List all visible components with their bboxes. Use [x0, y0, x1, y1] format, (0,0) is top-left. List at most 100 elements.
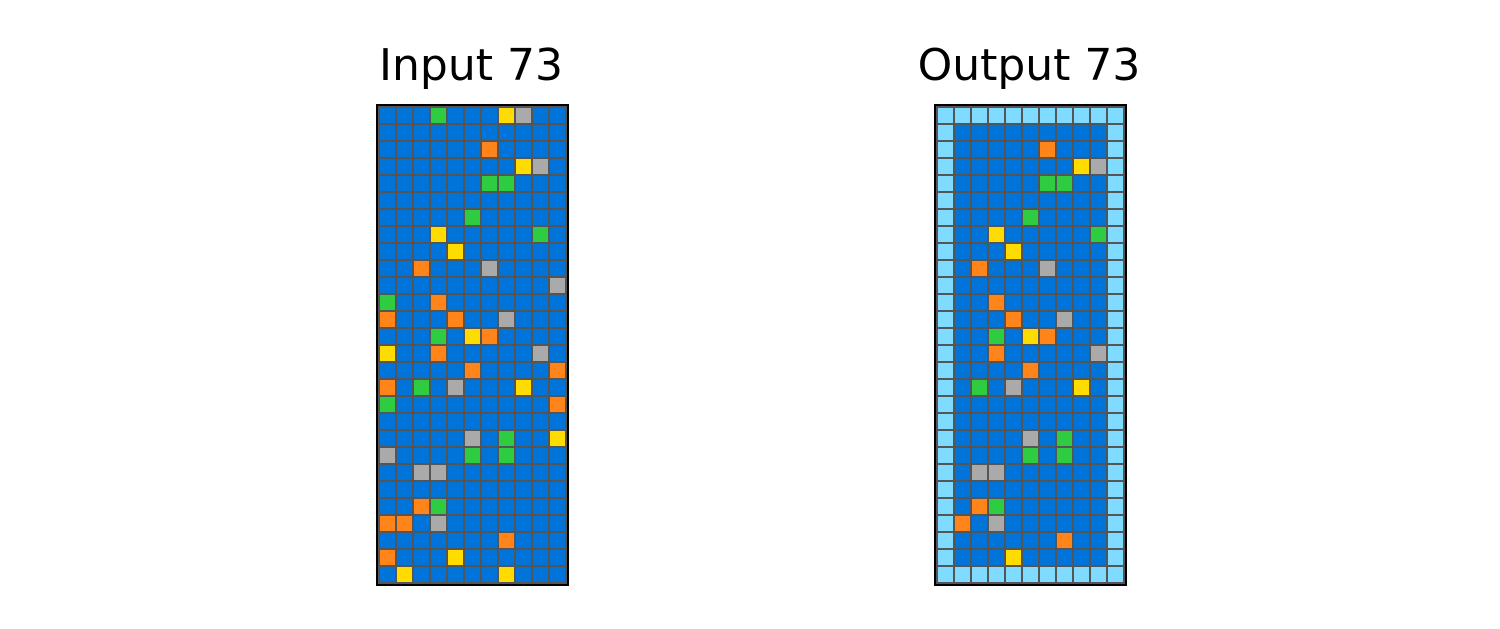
grid-cell [465, 210, 480, 225]
grid-cell [448, 244, 463, 259]
grid-cell [1023, 397, 1038, 412]
grid-cell [1091, 448, 1106, 463]
grid-cell [550, 533, 565, 548]
grid-cell [465, 329, 480, 344]
grid-cell [533, 244, 548, 259]
grid-cell [499, 210, 514, 225]
grid-cell [1091, 363, 1106, 378]
grid-cell [1074, 482, 1089, 497]
grid-cell [414, 176, 429, 191]
grid-cell [431, 227, 446, 242]
input-grid [376, 104, 569, 586]
grid-cell [1040, 533, 1055, 548]
grid-cell [1040, 193, 1055, 208]
grid-cell [550, 516, 565, 531]
grid-cell [431, 142, 446, 157]
grid-cell [465, 363, 480, 378]
grid-cell [1023, 329, 1038, 344]
grid-cell [972, 431, 987, 446]
grid-cell [550, 261, 565, 276]
grid-cell [482, 278, 497, 293]
grid-cell [1074, 448, 1089, 463]
grid-cell [1091, 278, 1106, 293]
grid-cell [482, 227, 497, 242]
grid-cell [1040, 567, 1055, 582]
grid-cell [516, 448, 531, 463]
grid-cell [431, 431, 446, 446]
grid-cell [1057, 108, 1072, 123]
grid-cell [989, 363, 1004, 378]
grid-cell [1108, 176, 1123, 191]
grid-cell [448, 431, 463, 446]
grid-cell [431, 482, 446, 497]
grid-cell [499, 278, 514, 293]
grid-cell [972, 295, 987, 310]
grid-cell [397, 278, 412, 293]
grid-cell [1006, 329, 1021, 344]
grid-cell [397, 193, 412, 208]
grid-cell [380, 516, 395, 531]
grid-cell [955, 567, 970, 582]
grid-cell [1074, 499, 1089, 514]
grid-cell [1023, 108, 1038, 123]
grid-cell [1108, 193, 1123, 208]
grid-cell [938, 448, 953, 463]
grid-cell [431, 210, 446, 225]
grid-cell [972, 346, 987, 361]
grid-cell [938, 482, 953, 497]
grid-cell [938, 380, 953, 395]
grid-cell [380, 176, 395, 191]
grid-cell [1006, 482, 1021, 497]
grid-cell [1108, 261, 1123, 276]
grid-cell [550, 465, 565, 480]
grid-cell [550, 499, 565, 514]
grid-cell [955, 431, 970, 446]
grid-cell [989, 227, 1004, 242]
grid-cell [431, 363, 446, 378]
grid-cell [1057, 278, 1072, 293]
grid-cell [431, 329, 446, 344]
grid-cell [533, 448, 548, 463]
grid-cell [516, 312, 531, 327]
grid-cell [955, 193, 970, 208]
grid-cell [1091, 312, 1106, 327]
grid-cell [533, 210, 548, 225]
grid-cell [397, 159, 412, 174]
grid-cell [533, 227, 548, 242]
grid-cell [1040, 550, 1055, 565]
grid-cell [482, 125, 497, 140]
grid-cell [499, 380, 514, 395]
grid-cell [1108, 380, 1123, 395]
grid-cell [448, 465, 463, 480]
grid-cell [516, 176, 531, 191]
grid-cell [1108, 397, 1123, 412]
grid-cell [1040, 227, 1055, 242]
grid-cell [516, 533, 531, 548]
grid-cell [414, 312, 429, 327]
grid-cell [1057, 397, 1072, 412]
grid-cell [380, 363, 395, 378]
grid-cell [414, 329, 429, 344]
grid-cell [550, 193, 565, 208]
grid-cell [938, 125, 953, 140]
grid-cell [516, 295, 531, 310]
grid-cell [533, 550, 548, 565]
grid-cell [414, 533, 429, 548]
grid-cell [397, 414, 412, 429]
input-title: Input 73 [379, 40, 563, 91]
grid-cell [989, 159, 1004, 174]
grid-cell [550, 346, 565, 361]
grid-cell [431, 380, 446, 395]
grid-cell [380, 125, 395, 140]
grid-cell [448, 329, 463, 344]
grid-cell [1057, 533, 1072, 548]
grid-cell [1006, 176, 1021, 191]
grid-cell [448, 261, 463, 276]
grid-cell [1023, 482, 1038, 497]
grid-cell [1006, 550, 1021, 565]
grid-cell [989, 346, 1004, 361]
grid-cell [955, 278, 970, 293]
grid-cell [1057, 465, 1072, 480]
grid-cell [955, 482, 970, 497]
grid-cell [516, 329, 531, 344]
